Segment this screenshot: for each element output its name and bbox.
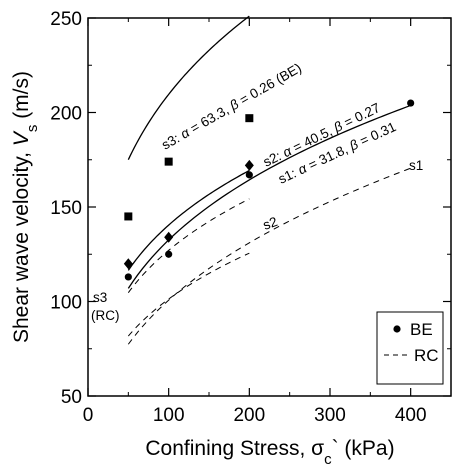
y-tick-label-1: 100 <box>50 293 82 314</box>
rc-label-s3-line2: (RC) <box>91 308 120 323</box>
x-tick-label-4: 400 <box>395 405 427 426</box>
fit-curve-s3 <box>127 15 250 160</box>
markers-group <box>123 99 415 281</box>
fit-curve-s1 <box>127 104 411 289</box>
annotations-group: s3: α = 63.3, β = 0.26 (BE)s2: α = 40.5,… <box>91 60 423 323</box>
marker-s1-0 <box>124 273 132 281</box>
marker-s1-3 <box>407 99 415 107</box>
legend-box <box>376 311 444 385</box>
ticks-group: 0 100 200 300 400 50 100 150 200 250 <box>50 9 451 426</box>
legend-be-marker <box>393 325 401 333</box>
y-tick-label-2: 150 <box>50 198 82 219</box>
rc-label-s3: s3 <box>93 290 107 305</box>
y-tick-label-3: 200 <box>50 104 82 125</box>
fit-curve-s2 <box>127 169 250 271</box>
rc-label-s1: s1 <box>409 158 423 173</box>
y-axis-label: Shear wave velocity, Vs (m/s) <box>10 71 41 343</box>
rc-curve-s1 <box>127 167 411 345</box>
marker-s1-2 <box>245 171 253 179</box>
x-axis-label: Confining Stress, σc` (kPa) <box>145 437 394 468</box>
rc-curve-s2 <box>127 252 250 337</box>
marker-s2-0 <box>123 258 133 270</box>
x-tick-label-1: 100 <box>153 405 185 426</box>
legend-be-label: BE <box>410 320 433 339</box>
x-tick-label-0: 0 <box>83 405 94 426</box>
y-tick-label-0: 50 <box>61 387 82 408</box>
x-tick-label-2: 200 <box>233 405 265 426</box>
marker-s2-2 <box>244 159 254 171</box>
legend: BE RC <box>376 311 444 385</box>
rc-label-s2: s2 <box>261 214 280 233</box>
y-tick-label-4: 250 <box>50 9 82 30</box>
marker-s1-1 <box>165 250 173 258</box>
marker-s3-1 <box>164 157 173 166</box>
marker-s3-2 <box>245 114 254 123</box>
rc-curve-s3 <box>127 198 250 293</box>
fit-label-s3: s3: α = 63.3, β = 0.26 (BE) <box>159 60 304 152</box>
x-tick-label-3: 300 <box>314 405 346 426</box>
marker-s2-1 <box>164 231 174 243</box>
curves-group <box>127 15 411 345</box>
marker-s3-0 <box>124 212 133 221</box>
legend-rc-label: RC <box>414 346 439 365</box>
